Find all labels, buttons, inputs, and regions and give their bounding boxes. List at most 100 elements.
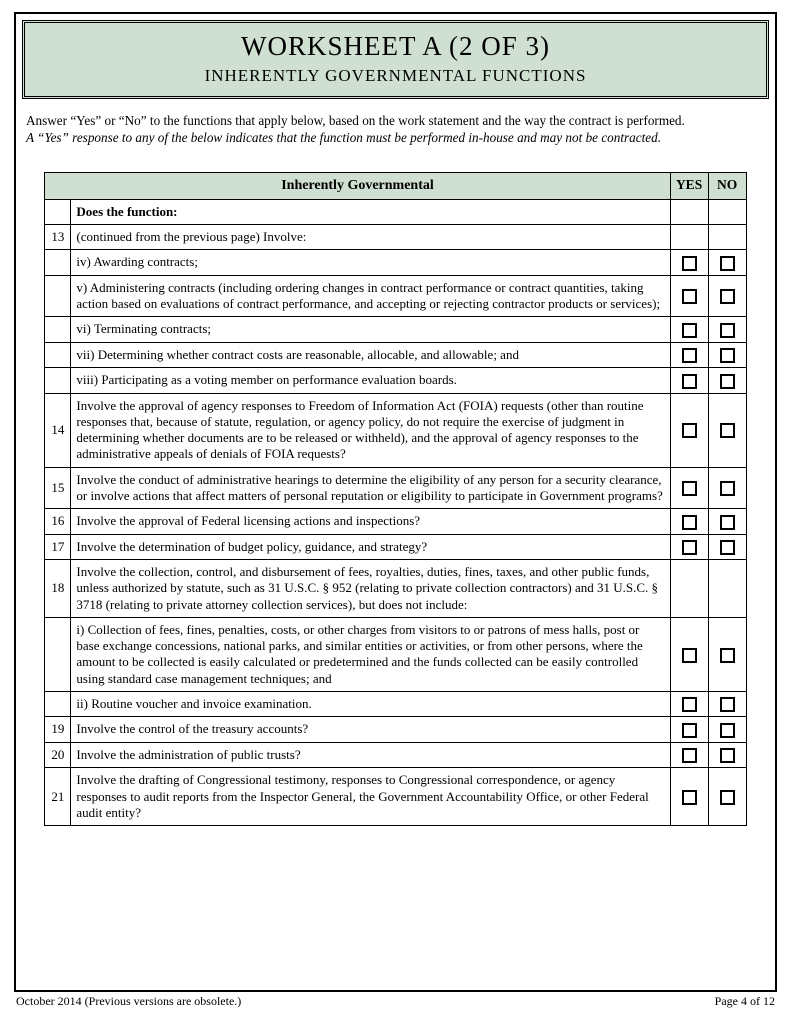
page-footer: October 2014 (Previous versions are obso… xyxy=(14,992,777,1009)
cell-yes xyxy=(670,742,708,768)
row-number xyxy=(45,250,71,276)
checkbox-no[interactable] xyxy=(720,256,735,271)
cell-no xyxy=(708,768,746,826)
row-text: Involve the determination of budget poli… xyxy=(71,534,670,560)
checkbox-yes[interactable] xyxy=(682,648,697,663)
checkbox-yes[interactable] xyxy=(682,748,697,763)
cell-no xyxy=(708,317,746,343)
checkbox-no[interactable] xyxy=(720,323,735,338)
checkbox-yes[interactable] xyxy=(682,256,697,271)
cell-no xyxy=(708,393,746,467)
instructions-line1: Answer “Yes” or “No” to the functions th… xyxy=(26,113,685,128)
row-text: Involve the administration of public tru… xyxy=(71,742,670,768)
worksheet-title: WORKSHEET A (2 OF 3) xyxy=(29,31,762,62)
row-text: v) Administering contracts (including or… xyxy=(71,275,670,317)
checkbox-yes[interactable] xyxy=(682,374,697,389)
cell-no xyxy=(708,342,746,368)
footer-left: October 2014 (Previous versions are obso… xyxy=(16,994,241,1009)
table-row: 14Involve the approval of agency respons… xyxy=(45,393,746,467)
checkbox-no[interactable] xyxy=(720,723,735,738)
checkbox-yes[interactable] xyxy=(682,697,697,712)
checkbox-yes[interactable] xyxy=(682,723,697,738)
row-text: Involve the approval of Federal licensin… xyxy=(71,509,670,535)
row-text: vi) Terminating contracts; xyxy=(71,317,670,343)
cell-no xyxy=(708,717,746,743)
table-row: i) Collection of fees, fines, penalties,… xyxy=(45,617,746,691)
row-text: ii) Routine voucher and invoice examinat… xyxy=(71,691,670,717)
cell-yes xyxy=(670,199,708,224)
cell-yes xyxy=(670,534,708,560)
row-text: Involve the conduct of administrative he… xyxy=(71,467,670,509)
row-text: viii) Participating as a voting member o… xyxy=(71,368,670,394)
checkbox-yes[interactable] xyxy=(682,481,697,496)
worksheet-subtitle: INHERENTLY GOVERNMENTAL FUNCTIONS xyxy=(29,66,762,86)
checkbox-no[interactable] xyxy=(720,540,735,555)
cell-yes xyxy=(670,768,708,826)
row-number: 17 xyxy=(45,534,71,560)
cell-no xyxy=(708,534,746,560)
section-label: Does the function: xyxy=(71,199,670,224)
header-yes: YES xyxy=(670,173,708,200)
cell-yes xyxy=(670,224,708,249)
checkbox-no[interactable] xyxy=(720,423,735,438)
checkbox-no[interactable] xyxy=(720,348,735,363)
checkbox-no[interactable] xyxy=(720,481,735,496)
checkbox-yes[interactable] xyxy=(682,289,697,304)
row-text: (continued from the previous page) Invol… xyxy=(71,224,670,249)
cell-no xyxy=(708,691,746,717)
page-frame: WORKSHEET A (2 OF 3) INHERENTLY GOVERNME… xyxy=(14,12,777,992)
row-number: 16 xyxy=(45,509,71,535)
table-header-row: Inherently Governmental YES NO xyxy=(45,173,746,200)
checkbox-no[interactable] xyxy=(720,790,735,805)
cell-no xyxy=(708,224,746,249)
cell-yes xyxy=(670,250,708,276)
cell-yes xyxy=(670,393,708,467)
table-row: 19Involve the control of the treasury ac… xyxy=(45,717,746,743)
cell-no xyxy=(708,275,746,317)
title-box: WORKSHEET A (2 OF 3) INHERENTLY GOVERNME… xyxy=(22,20,769,99)
checkbox-no[interactable] xyxy=(720,748,735,763)
row-number: 20 xyxy=(45,742,71,768)
table-row: 15Involve the conduct of administrative … xyxy=(45,467,746,509)
cell-yes xyxy=(670,560,708,618)
checkbox-yes[interactable] xyxy=(682,790,697,805)
row-text: iv) Awarding contracts; xyxy=(71,250,670,276)
checkbox-no[interactable] xyxy=(720,374,735,389)
table-row: iv) Awarding contracts; xyxy=(45,250,746,276)
checkbox-no[interactable] xyxy=(720,648,735,663)
cell-no xyxy=(708,509,746,535)
row-number xyxy=(45,317,71,343)
table-row: 16Involve the approval of Federal licens… xyxy=(45,509,746,535)
row-text: vii) Determining whether contract costs … xyxy=(71,342,670,368)
worksheet-table: Inherently Governmental YES NO Does the … xyxy=(44,172,746,826)
checkbox-yes[interactable] xyxy=(682,515,697,530)
cell-no xyxy=(708,742,746,768)
cell-yes xyxy=(670,509,708,535)
cell-yes xyxy=(670,467,708,509)
checkbox-no[interactable] xyxy=(720,289,735,304)
cell-no xyxy=(708,199,746,224)
instructions: Answer “Yes” or “No” to the functions th… xyxy=(22,109,769,172)
checkbox-yes[interactable] xyxy=(682,348,697,363)
row-number xyxy=(45,617,71,691)
cell-yes xyxy=(670,368,708,394)
checkbox-yes[interactable] xyxy=(682,540,697,555)
table-row: v) Administering contracts (including or… xyxy=(45,275,746,317)
checkbox-yes[interactable] xyxy=(682,323,697,338)
table-row: vi) Terminating contracts; xyxy=(45,317,746,343)
checkbox-no[interactable] xyxy=(720,515,735,530)
row-number: 14 xyxy=(45,393,71,467)
instructions-line2: A “Yes” response to any of the below ind… xyxy=(26,130,661,145)
checkbox-yes[interactable] xyxy=(682,423,697,438)
row-number xyxy=(45,199,71,224)
row-number xyxy=(45,368,71,394)
checkbox-no[interactable] xyxy=(720,697,735,712)
cell-no xyxy=(708,617,746,691)
table-row: 17Involve the determination of budget po… xyxy=(45,534,746,560)
cell-yes xyxy=(670,717,708,743)
table-row: vii) Determining whether contract costs … xyxy=(45,342,746,368)
table-row: ii) Routine voucher and invoice examinat… xyxy=(45,691,746,717)
row-text: Involve the control of the treasury acco… xyxy=(71,717,670,743)
cell-no xyxy=(708,368,746,394)
table-row: 21Involve the drafting of Congressional … xyxy=(45,768,746,826)
